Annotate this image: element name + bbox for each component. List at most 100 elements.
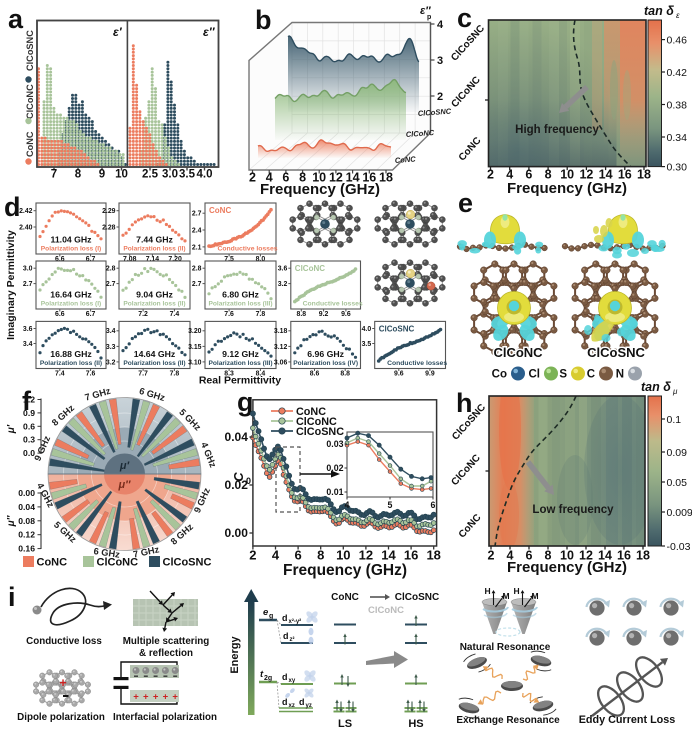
svg-text:3.6: 3.6 <box>23 326 33 333</box>
svg-text:3.5: 3.5 <box>362 341 372 348</box>
svg-text:xy: xy <box>289 678 296 684</box>
svg-text:3.18: 3.18 <box>274 328 288 335</box>
svg-text:0.3: 0.3 <box>23 435 35 445</box>
svg-text:CoNC: CoNC <box>331 592 359 603</box>
svg-text:ε″: ε″ <box>203 25 216 39</box>
svg-text:d: d <box>299 697 305 707</box>
svg-text:2: 2 <box>437 91 443 103</box>
svg-text:CoNC: CoNC <box>457 135 484 163</box>
svg-text:2.1: 2.1 <box>192 244 202 251</box>
svg-text:High frequency: High frequency <box>515 124 599 136</box>
svg-text:e: e <box>263 607 269 618</box>
svg-text:8: 8 <box>545 549 552 563</box>
svg-text:6.7: 6.7 <box>86 311 96 318</box>
svg-text:12: 12 <box>579 167 593 181</box>
svg-text:Conductive losses: Conductive losses <box>387 360 447 367</box>
svg-text:d: d <box>282 613 288 623</box>
svg-text:z²: z² <box>290 636 295 643</box>
svg-text:M: M <box>532 591 539 601</box>
svg-text:μ′: μ′ <box>119 460 131 472</box>
svg-text:16: 16 <box>617 549 631 563</box>
svg-text:4: 4 <box>272 548 280 563</box>
svg-text:H: H <box>514 586 520 596</box>
svg-text:Natural Resonance: Natural Resonance <box>460 642 551 653</box>
svg-text:d: d <box>283 631 289 641</box>
svg-text:CoNC: CoNC <box>457 512 484 540</box>
svg-text:3.06: 3.06 <box>274 359 288 366</box>
svg-text:ε″: ε″ <box>420 5 431 17</box>
svg-text:4: 4 <box>507 549 514 563</box>
svg-text:4.0: 4.0 <box>197 169 213 181</box>
svg-text:8: 8 <box>317 548 324 563</box>
svg-text:7.8: 7.8 <box>256 311 266 318</box>
svg-text:Eddy Current Loss: Eddy Current Loss <box>579 714 676 726</box>
svg-text:2.29: 2.29 <box>102 208 116 215</box>
svg-text:16.88 GHz: 16.88 GHz <box>50 349 92 359</box>
svg-text:12: 12 <box>359 548 373 563</box>
svg-text:3.5: 3.5 <box>179 169 196 181</box>
svg-text:ClCoNC: ClCoNC <box>449 453 482 488</box>
svg-text:0.30: 0.30 <box>667 161 688 173</box>
svg-text:Polarization loss (II): Polarization loss (II) <box>40 360 102 367</box>
svg-text:Polarization loss (II): Polarization loss (II) <box>123 246 185 253</box>
svg-text:6: 6 <box>294 548 301 563</box>
svg-text:12: 12 <box>579 549 593 563</box>
svg-text:7: 7 <box>51 169 57 181</box>
svg-text:14: 14 <box>599 167 613 181</box>
svg-text:0.03: 0.03 <box>326 439 343 449</box>
svg-text:Conductive loss: Conductive loss <box>26 636 102 647</box>
svg-text:Multiple scattering: Multiple scattering <box>123 636 210 647</box>
svg-text:2: 2 <box>487 167 494 181</box>
svg-text:Polarization loss (I): Polarization loss (I) <box>41 301 101 308</box>
svg-text:6: 6 <box>525 167 532 181</box>
svg-text:ClCoSNC: ClCoSNC <box>25 30 35 71</box>
svg-text:8.8: 8.8 <box>297 311 307 318</box>
svg-text:-0.03: -0.03 <box>667 541 691 553</box>
svg-text:0.42: 0.42 <box>667 67 688 79</box>
svg-text:4: 4 <box>437 19 444 31</box>
svg-text:5: 5 <box>388 500 393 510</box>
svg-text:14: 14 <box>598 549 612 563</box>
svg-text:ClCoNC: ClCoNC <box>97 557 139 569</box>
svg-text:0.02: 0.02 <box>326 463 343 473</box>
svg-text:μ″: μ″ <box>118 479 132 491</box>
svg-text:10: 10 <box>336 548 350 563</box>
svg-text:μ″: μ″ <box>6 514 17 527</box>
svg-text:Frequency (GHz): Frequency (GHz) <box>283 562 407 579</box>
svg-text:0: 0 <box>246 476 251 486</box>
svg-text:6: 6 <box>282 171 289 185</box>
svg-text:μ′: μ′ <box>6 424 17 434</box>
svg-text:M: M <box>503 591 510 601</box>
svg-text:CoNC: CoNC <box>395 155 417 165</box>
svg-text:ClCoNC: ClCoNC <box>25 84 35 119</box>
svg-text:+: + <box>153 692 159 703</box>
svg-text:Imaginary Permittivity: Imaginary Permittivity <box>5 230 17 340</box>
svg-text:3.4: 3.4 <box>23 341 33 348</box>
svg-text:7.4: 7.4 <box>170 311 180 318</box>
svg-text:+: + <box>172 692 178 703</box>
svg-text:0.16: 0.16 <box>18 544 35 554</box>
svg-text:Polarization loss (II): Polarization loss (II) <box>123 360 185 367</box>
svg-text:2.8: 2.8 <box>192 266 202 273</box>
svg-text:H: H <box>485 586 491 596</box>
svg-text:2.5: 2.5 <box>142 169 159 181</box>
svg-text:ClCoNC: ClCoNC <box>493 345 543 360</box>
svg-text:0.0: 0.0 <box>23 448 35 458</box>
svg-text:ClCoSNC: ClCoSNC <box>587 345 645 360</box>
svg-text:g: g <box>237 387 254 417</box>
svg-text:6.6: 6.6 <box>55 311 65 318</box>
svg-text:2.7: 2.7 <box>192 211 202 218</box>
svg-text:f: f <box>22 386 32 416</box>
svg-text:N: N <box>616 369 624 381</box>
svg-text:9: 9 <box>99 169 105 181</box>
svg-text:ClCoNC: ClCoNC <box>296 416 337 428</box>
svg-text:0.02: 0.02 <box>225 478 249 492</box>
svg-text:3.20: 3.20 <box>188 328 202 335</box>
svg-text:Polarization loss (I): Polarization loss (I) <box>41 246 101 253</box>
svg-text:0.38: 0.38 <box>667 99 688 111</box>
svg-text:2.40: 2.40 <box>19 224 33 231</box>
svg-text:t: t <box>260 669 264 680</box>
svg-text:7.44 GHz: 7.44 GHz <box>136 235 173 245</box>
svg-text:7.14: 7.14 <box>146 256 160 263</box>
svg-text:3: 3 <box>437 55 443 67</box>
